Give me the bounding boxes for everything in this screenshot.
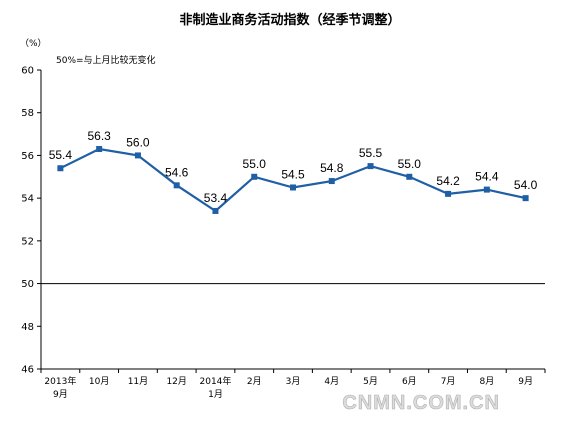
x-tick-label: 4月: [324, 376, 339, 387]
x-tick-label: 11月: [128, 376, 148, 387]
y-tick-label: 52: [21, 236, 34, 247]
data-label: 54.5: [281, 167, 305, 181]
data-label: 56.0: [126, 135, 150, 149]
data-label: 54.0: [514, 178, 538, 192]
data-point: [483, 186, 490, 193]
data-point: [406, 173, 413, 180]
y-tick-label: 46: [21, 365, 34, 376]
data-label: 55.0: [243, 157, 267, 171]
watermark: CNMN.COM.CN: [342, 392, 500, 414]
data-label: 56.3: [87, 129, 111, 143]
x-tick-label: 6月: [402, 376, 417, 387]
data-label: 54.8: [320, 161, 344, 175]
y-tick-label: 50: [21, 279, 34, 290]
y-axis-unit-label: （%）: [20, 38, 47, 49]
data-point: [328, 178, 335, 185]
x-tick-label: 10月: [89, 376, 109, 387]
data-point: [367, 163, 374, 170]
chart-note: 50%=与上月比较无变化: [56, 54, 156, 66]
data-point: [57, 165, 64, 172]
data-label: 54.4: [475, 170, 499, 184]
data-point: [522, 195, 529, 202]
data-point: [445, 190, 452, 197]
data-label: 54.6: [165, 165, 189, 179]
x-tick-label: 7月: [441, 376, 456, 387]
x-tick-label: 3月: [286, 376, 301, 387]
data-label: 55.4: [49, 148, 73, 162]
data-label: 54.2: [436, 174, 460, 188]
data-label: 55.0: [398, 157, 422, 171]
data-label: 53.4: [204, 191, 228, 205]
series: [57, 146, 529, 214]
data-point: [290, 184, 296, 191]
axes: [40, 70, 545, 370]
x-tick-label: 2月: [247, 376, 262, 387]
y-ticks: 46 48 50 52 54 56 58 60: [21, 66, 41, 376]
data-point: [212, 207, 219, 214]
y-tick-label: 48: [21, 322, 34, 333]
x-tick-label: 8月: [479, 376, 494, 387]
y-tick-label: 54: [21, 194, 34, 205]
y-tick-label: 60: [21, 66, 34, 77]
x-tick-label: 9月: [518, 376, 533, 387]
x-tick-label: 2013年 9月: [44, 375, 76, 400]
data-point: [173, 182, 180, 189]
x-tick-label: 12月: [166, 376, 186, 387]
data-point: [251, 173, 258, 180]
x-tick-label: 5月: [363, 376, 378, 387]
data-label: 55.5: [359, 146, 383, 160]
x-tick-label: 2014年 1月: [200, 375, 232, 400]
y-tick-label: 56: [21, 151, 34, 162]
x-ticks: 2013年 9月 10月 11月 12月 2014年 1月 2月 3月 4月 5月 6月 7月 8月 9月: [40, 369, 546, 400]
data-point: [134, 152, 141, 159]
data-point: [96, 146, 103, 153]
y-tick-label: 58: [21, 108, 34, 119]
chart-title: 非制造业商务活动指数（经季节调整）: [179, 12, 400, 28]
data-labels: 55.4 56.3 56.0 54.6 53.4 55.0 54.5 54.8 55.5 55.0…: [49, 129, 538, 205]
